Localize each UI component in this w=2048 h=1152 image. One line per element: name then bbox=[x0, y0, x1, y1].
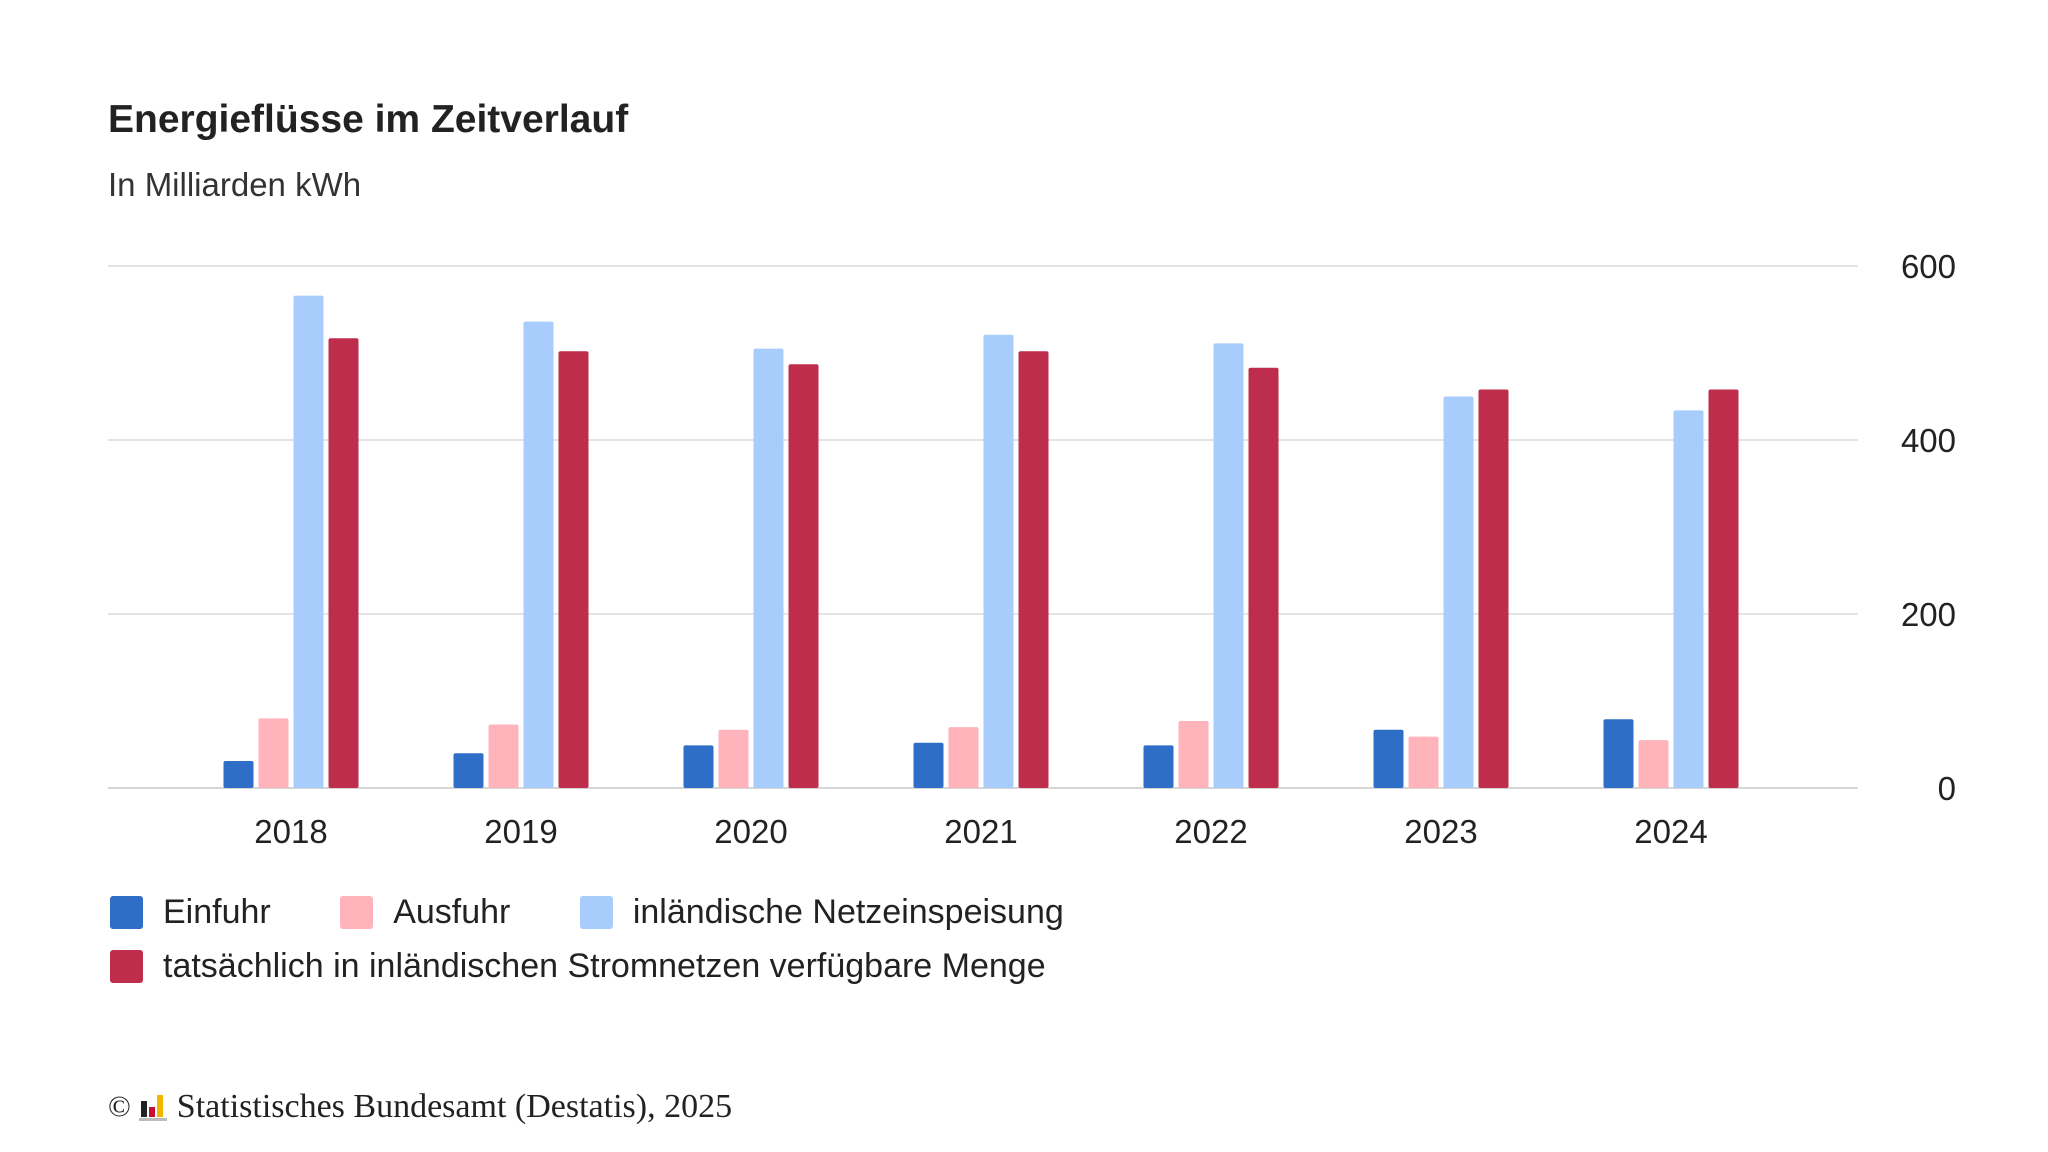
x-tick-label: 2022 bbox=[1174, 813, 1247, 850]
bar-2021-series-3[interactable] bbox=[1018, 351, 1049, 788]
bar-2018-series-0[interactable] bbox=[223, 761, 254, 788]
legend-item-ausfuhr[interactable]: Ausfuhr bbox=[340, 886, 510, 938]
source-note: © Statistisches Bundesamt (Destatis), 20… bbox=[108, 1088, 732, 1126]
legend-label: tatsächlich in inländischen Stromnetzen … bbox=[163, 946, 1046, 985]
x-tick-label: 2021 bbox=[944, 813, 1017, 850]
x-tick-label: 2020 bbox=[714, 813, 787, 850]
legend: Einfuhr Ausfuhr inländische Netzeinspeis… bbox=[110, 886, 1210, 992]
bar-2023-series-0[interactable] bbox=[1373, 729, 1404, 788]
destatis-logo-icon bbox=[138, 1093, 167, 1121]
chart-title: Energieflüsse im Zeitverlauf bbox=[108, 98, 629, 141]
y-tick-label: 200 bbox=[1901, 596, 1956, 633]
x-tick-label: 2019 bbox=[484, 813, 557, 850]
bar-2022-series-0[interactable] bbox=[1143, 745, 1174, 788]
bar-2024-series-3[interactable] bbox=[1708, 389, 1739, 788]
legend-item-einfuhr[interactable]: Einfuhr bbox=[110, 886, 271, 938]
x-tick-label: 2023 bbox=[1404, 813, 1477, 850]
bar-2018-series-3[interactable] bbox=[328, 338, 359, 788]
gridlines bbox=[108, 265, 1858, 789]
legend-swatch bbox=[110, 895, 143, 929]
legend-item-netzeinspeisung[interactable]: inländische Netzeinspeisung bbox=[579, 886, 1064, 938]
legend-label: inländische Netzeinspeisung bbox=[632, 892, 1064, 931]
bar-2020-series-1[interactable] bbox=[718, 729, 749, 788]
x-axis-ticks: 2018 2019 2020 2021 2022 2023 2024 bbox=[254, 813, 1707, 850]
bar-2020-series-0[interactable] bbox=[683, 745, 714, 788]
y-tick-label: 400 bbox=[1901, 422, 1956, 459]
legend-label: Einfuhr bbox=[163, 892, 271, 931]
bar-2024-series-1[interactable] bbox=[1638, 740, 1669, 788]
source-text: Statistisches Bundesamt (Destatis), 2025 bbox=[176, 1088, 733, 1125]
legend-swatch bbox=[110, 949, 143, 983]
legend-item-verfuegbare-menge[interactable]: tatsächlich in inländischen Stromnetzen … bbox=[110, 940, 1150, 992]
bar-2022-series-1[interactable] bbox=[1178, 721, 1209, 788]
chart-subtitle: In Milliarden kWh bbox=[108, 166, 362, 203]
y-tick-label: 600 bbox=[1901, 248, 1956, 285]
legend-label: Ausfuhr bbox=[393, 892, 511, 931]
bar-2021-series-2[interactable] bbox=[983, 334, 1014, 788]
bar-2019-series-0[interactable] bbox=[453, 753, 484, 788]
bar-2023-series-1[interactable] bbox=[1408, 736, 1439, 788]
bars bbox=[223, 295, 1739, 789]
bar-2018-series-1[interactable] bbox=[258, 718, 289, 788]
y-axis-ticks: 0 200 400 600 bbox=[1901, 248, 1956, 807]
bar-2020-series-2[interactable] bbox=[753, 348, 784, 788]
bar-2022-series-2[interactable] bbox=[1213, 343, 1244, 788]
x-tick-label: 2024 bbox=[1634, 813, 1707, 850]
bar-2019-series-3[interactable] bbox=[558, 351, 589, 788]
bar-2023-series-2[interactable] bbox=[1443, 396, 1474, 789]
bar-2019-series-1[interactable] bbox=[488, 724, 519, 788]
bar-2024-series-2[interactable] bbox=[1673, 410, 1704, 788]
bar-2019-series-2[interactable] bbox=[523, 321, 554, 788]
copyright-symbol: © bbox=[108, 1090, 131, 1123]
y-tick-label: 0 bbox=[1938, 770, 1956, 807]
bar-2021-series-1[interactable] bbox=[948, 727, 979, 788]
bar-2020-series-3[interactable] bbox=[788, 364, 819, 788]
legend-swatch bbox=[579, 895, 613, 929]
x-tick-label: 2018 bbox=[254, 813, 327, 850]
bar-2018-series-2[interactable] bbox=[293, 295, 324, 788]
bar-2023-series-3[interactable] bbox=[1478, 389, 1509, 788]
bar-2022-series-3[interactable] bbox=[1248, 367, 1279, 788]
bar-2021-series-0[interactable] bbox=[913, 742, 944, 788]
legend-swatch bbox=[340, 895, 374, 929]
bar-2024-series-0[interactable] bbox=[1603, 719, 1634, 788]
